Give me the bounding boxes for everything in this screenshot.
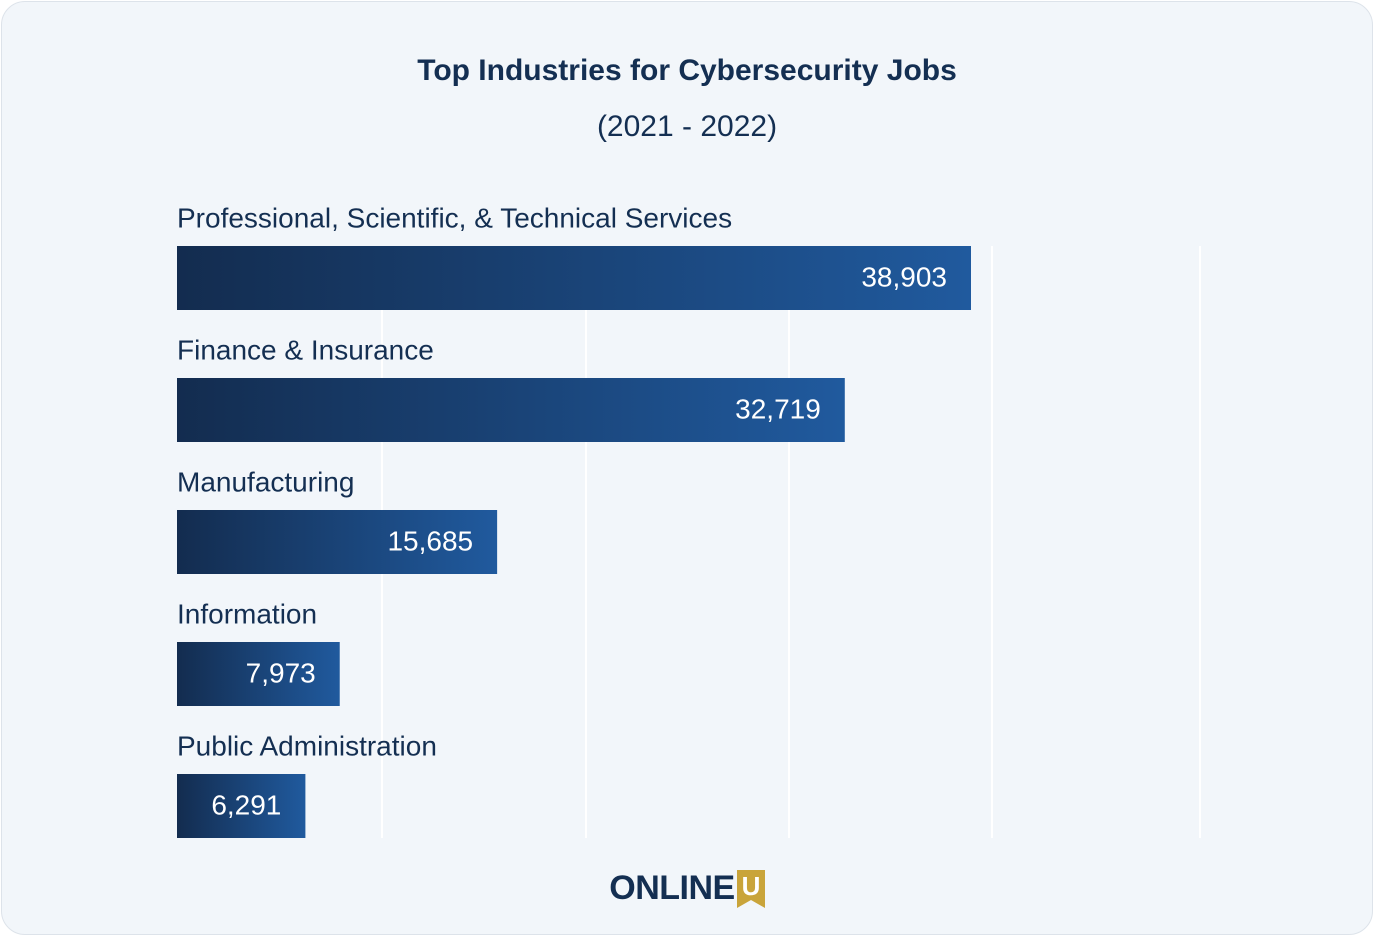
bar — [177, 774, 306, 838]
logo-u-badge-icon: U — [736, 868, 765, 908]
bar-value-label: 38,903 — [861, 261, 947, 292]
chart-title: Top Industries for Cybersecurity Jobs — [417, 54, 957, 87]
category-label: Manufacturing — [177, 466, 354, 497]
bar — [177, 246, 971, 310]
category-label: Information — [177, 598, 317, 629]
logo-mark-letter: U — [741, 871, 760, 901]
category-label: Finance & Insurance — [177, 334, 434, 365]
bar-value-label: 7,973 — [246, 657, 316, 688]
onlineu-logo: ONLINE U — [2, 868, 1372, 908]
bar-value-label: 6,291 — [211, 789, 281, 820]
chart-subtitle: (2021 - 2022) — [596, 110, 778, 143]
bar — [177, 510, 498, 574]
bar — [177, 642, 340, 706]
category-label: Public Administration — [177, 730, 437, 761]
bar — [177, 378, 845, 442]
bar-value-label: 32,719 — [735, 393, 821, 424]
bar-value-label: 15,685 — [387, 525, 473, 556]
category-label: Professional, Scientific, & Technical Se… — [177, 202, 732, 233]
logo-text: ONLINE — [609, 868, 735, 907]
